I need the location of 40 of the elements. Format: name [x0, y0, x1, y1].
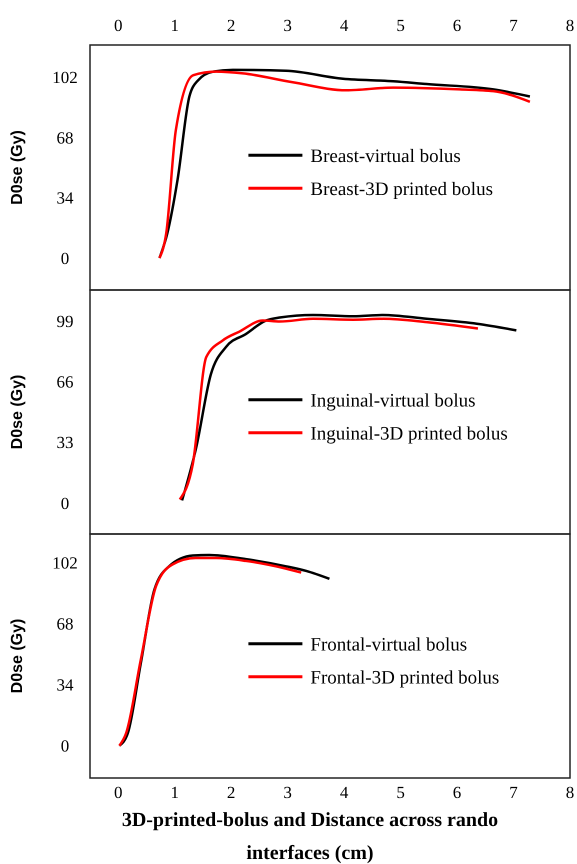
x2-tick-label: 8	[566, 16, 574, 35]
y-tick-label: 33	[56, 433, 74, 452]
y-tick-label: 99	[56, 312, 74, 332]
x2-tick-label: 2	[226, 16, 236, 35]
y-tick-label: 0	[60, 736, 70, 756]
y-axis-title: D0se (Gy)	[9, 618, 26, 694]
x-tick-label: 7	[509, 783, 518, 802]
legend-label: Inguinal-3D printed bolus	[310, 423, 508, 444]
x-tick-label: 5	[396, 783, 405, 802]
x-tick-label: 8	[566, 783, 574, 802]
x-tick-label: 3	[283, 783, 292, 802]
legend-label: Breast-3D printed bolus	[310, 178, 493, 200]
y-tick-label: 68	[56, 128, 74, 148]
y-tick-label: 102	[52, 68, 78, 87]
y-tick-label: 102	[52, 554, 78, 573]
x2-tick-label: 0	[114, 16, 122, 35]
y-tick-label: 34	[56, 676, 74, 695]
x-axis-title: 3D-printed-bolus and Distance across rando interfaces (cm)	[122, 809, 498, 864]
x2-tick-label: 4	[340, 16, 349, 35]
x-tick-label: 6	[452, 783, 462, 802]
x2-tick-label: 5	[396, 16, 405, 35]
y-axis-title: D0se (Gy)	[9, 374, 26, 450]
x2-tick-label: 7	[509, 16, 518, 35]
x-tick-label: 1	[170, 783, 179, 802]
legend-label: Breast-virtual bolus	[310, 146, 461, 167]
y-tick-label: 0	[60, 494, 70, 513]
x-tick-label: 4	[340, 783, 349, 802]
y-axis-title: D0se (Gy)	[9, 130, 26, 205]
x-tick-label: 2	[226, 783, 236, 802]
legend-label: Inguinal-virtual bolus	[310, 390, 476, 412]
x-tick-label: 0	[114, 783, 122, 802]
y-tick-label: 66	[56, 372, 74, 392]
x2-tick-label: 3	[283, 16, 292, 35]
y-tick-label: 0	[60, 248, 70, 268]
y-tick-label: 34	[56, 188, 74, 208]
legend-label: Frontal-3D printed bolus	[310, 667, 500, 688]
x2-tick-label: 6	[452, 16, 462, 35]
y-tick-label: 68	[56, 614, 74, 634]
x2-tick-label: 1	[170, 16, 179, 35]
legend-label: Frontal-virtual bolus	[310, 634, 468, 656]
